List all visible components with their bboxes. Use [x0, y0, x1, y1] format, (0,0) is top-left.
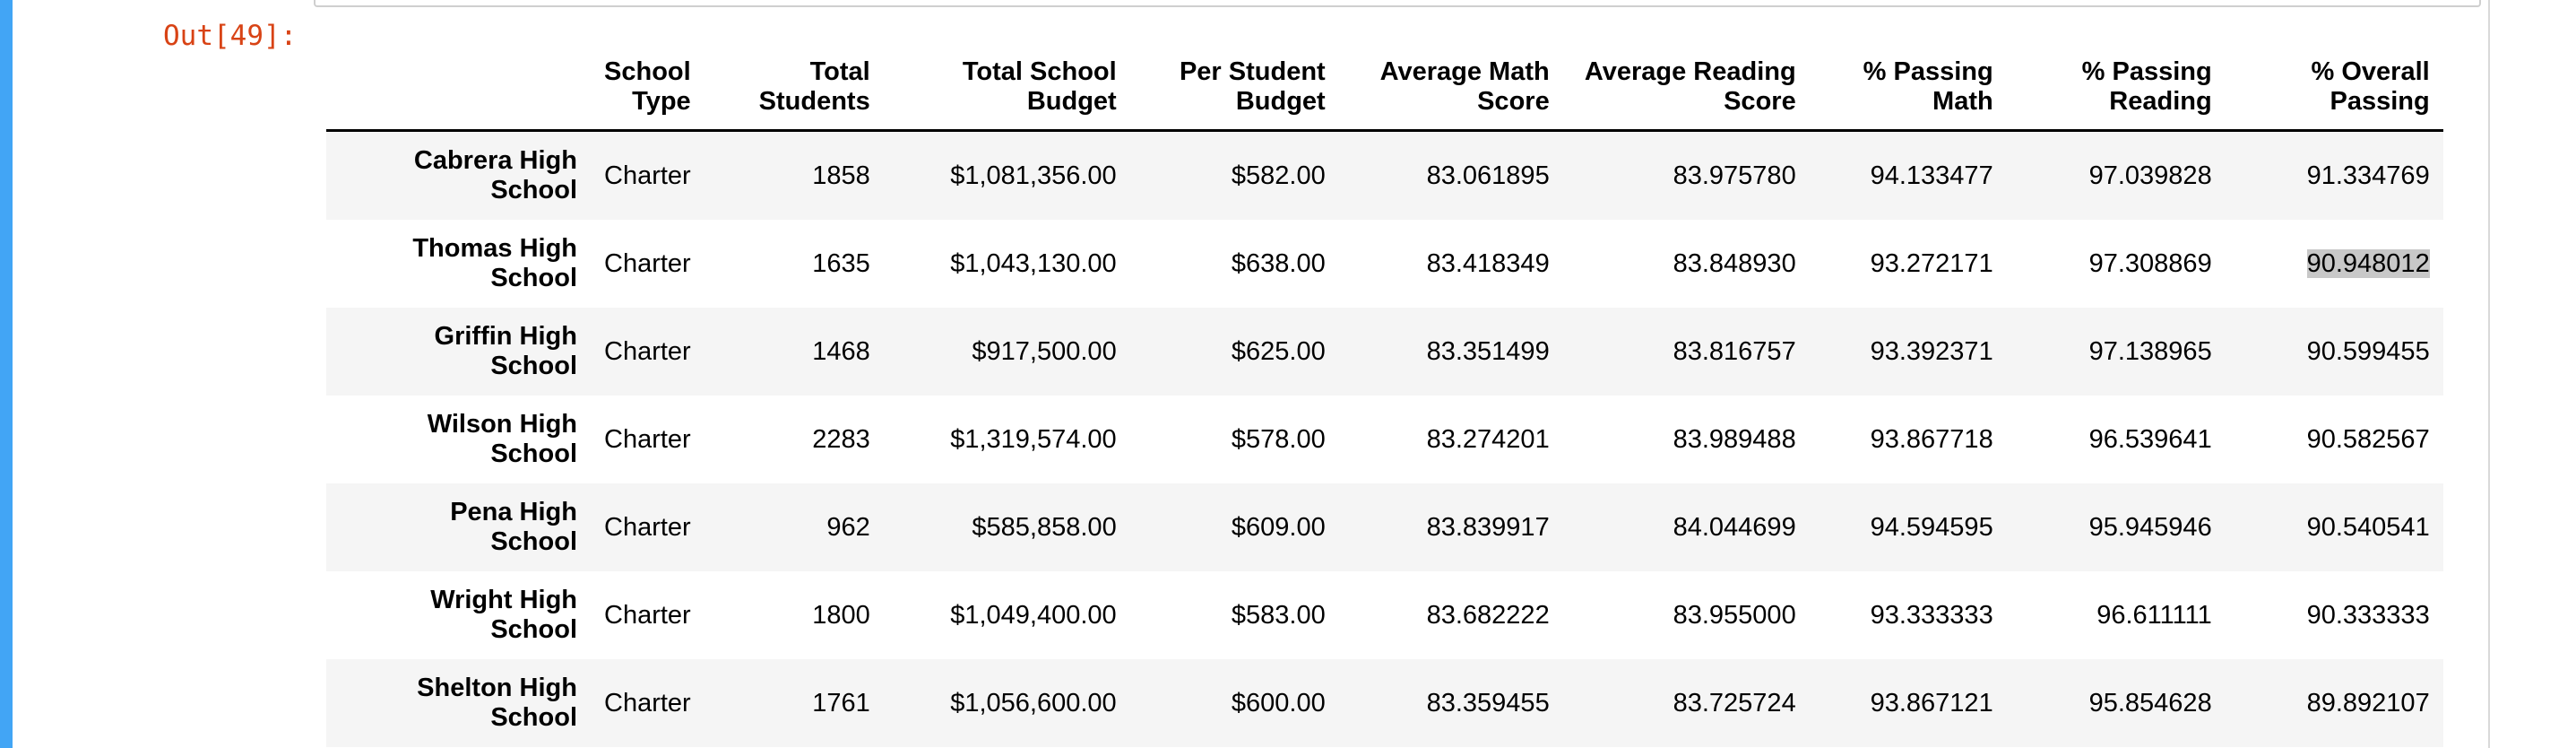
selected-text[interactable]: 90.948012 [2306, 248, 2430, 278]
cell-school-type: Charter [604, 688, 691, 718]
cell-average-math-score: 83.359455 [1426, 688, 1550, 718]
cell-pct-overall-passing: 90.540541 [2306, 512, 2430, 542]
cell-total-students: 1761 [812, 688, 870, 718]
cell-school-type: Charter [604, 336, 691, 366]
cell-pct-overall-passing: 90.599455 [2306, 336, 2430, 366]
cell-total-school-budget: $1,081,356.00 [950, 161, 1117, 190]
index-header [326, 57, 591, 132]
table-row: Pena High School Charter 962 $585,858.00 … [326, 483, 2443, 571]
cell-pct-overall-passing: 89.892107 [2306, 688, 2430, 718]
selected-cell-indicator [0, 0, 13, 748]
cell-pct-overall-passing: 91.334769 [2306, 161, 2430, 190]
cell-average-reading-score: 83.848930 [1673, 248, 1796, 278]
cell-pct-passing-reading: 96.611111 [2096, 600, 2212, 630]
cell-pct-passing-reading: 95.945946 [2088, 512, 2212, 542]
cell-pct-passing-math: 93.333333 [1870, 600, 1993, 630]
row-index-school-name: Shelton High School [417, 674, 577, 732]
header-school-type: School Type [591, 57, 705, 132]
table-row: Shelton High School Charter 1761 $1,056,6… [326, 659, 2443, 747]
cell-average-reading-score: 83.955000 [1673, 600, 1796, 630]
cell-total-students: 962 [826, 512, 870, 542]
cell-pct-passing-math: 94.133477 [1870, 161, 1993, 190]
dataframe-table: School Type Total Students Total School Bud… [326, 57, 2443, 747]
cell-pct-passing-math: 94.594595 [1870, 512, 1993, 542]
cell-per-student-budget: $578.00 [1231, 424, 1326, 454]
cell-average-math-score: 83.418349 [1426, 248, 1550, 278]
header-pct-passing-reading: % Passing Reading [2006, 57, 2226, 132]
cell-per-student-budget: $638.00 [1231, 248, 1326, 278]
table-row: Wilson High School Charter 2283 $1,319,57… [326, 396, 2443, 483]
cell-total-school-budget: $1,049,400.00 [950, 600, 1117, 630]
cell-pct-passing-reading: 96.539641 [2088, 424, 2212, 454]
header-pct-overall-passing: % Overall Passing [2225, 57, 2443, 132]
table-row: Griffin High School Charter 1468 $917,500… [326, 308, 2443, 396]
table-row: Thomas High School Charter 1635 $1,043,13… [326, 220, 2443, 308]
cell-school-type: Charter [604, 248, 691, 278]
previous-output-area [314, 0, 2481, 7]
cell-pct-passing-math: 93.867121 [1870, 688, 1993, 718]
cell-average-reading-score: 83.975780 [1673, 161, 1796, 190]
cell-pct-passing-reading: 97.308869 [2088, 248, 2212, 278]
cell-average-math-score: 83.682222 [1426, 600, 1550, 630]
cell-total-school-budget: $585,858.00 [972, 512, 1117, 542]
cell-average-reading-score: 84.044699 [1673, 512, 1796, 542]
cell-per-student-budget: $583.00 [1231, 600, 1326, 630]
table-row: Wright High School Charter 1800 $1,049,40… [326, 571, 2443, 659]
cell-pct-overall-passing: 90.582567 [2306, 424, 2430, 454]
cell-average-math-score: 83.839917 [1426, 512, 1550, 542]
cell-total-students: 2283 [812, 424, 870, 454]
row-index-school-name: Thomas High School [412, 234, 577, 292]
cell-total-students: 1635 [812, 248, 870, 278]
cell-school-type: Charter [604, 600, 691, 630]
row-index-school-name: Griffin High School [434, 322, 577, 380]
row-index-school-name: Wilson High School [427, 410, 577, 468]
row-index-school-name: Cabrera High School [413, 146, 577, 204]
cell-per-student-budget: $609.00 [1231, 512, 1326, 542]
cell-pct-passing-math: 93.867718 [1870, 424, 1993, 454]
cell-average-math-score: 83.061895 [1426, 161, 1550, 190]
cell-total-school-budget: $1,043,130.00 [950, 248, 1117, 278]
cell-pct-passing-reading: 95.854628 [2088, 688, 2212, 718]
header-average-math-score: Average Math Score [1338, 57, 1563, 132]
output-prompt: Out[49]: [163, 20, 298, 52]
cell-right-border [2488, 0, 2490, 748]
cell-total-school-budget: $917,500.00 [972, 336, 1117, 366]
cell-total-students: 1800 [812, 600, 870, 630]
cell-total-school-budget: $1,056,600.00 [950, 688, 1117, 718]
cell-total-school-budget: $1,319,574.00 [950, 424, 1117, 454]
cell-pct-overall-passing: 90.333333 [2306, 600, 2430, 630]
cell-per-student-budget: $582.00 [1231, 161, 1326, 190]
cell-school-type: Charter [604, 512, 691, 542]
cell-total-students: 1468 [812, 336, 870, 366]
header-total-students: Total Students [704, 57, 884, 132]
table-row: Cabrera High School Charter 1858 $1,081,3… [326, 130, 2443, 220]
row-index-school-name: Pena High School [450, 498, 577, 556]
cell-average-reading-score: 83.725724 [1673, 688, 1796, 718]
cell-pct-passing-math: 93.392371 [1870, 336, 1993, 366]
header-pct-passing-math: % Passing Math [1809, 57, 2007, 132]
header-total-school-budget: Total School Budget [883, 57, 1130, 132]
header-average-reading-score: Average Reading Score [1562, 57, 1810, 132]
cell-per-student-budget: $600.00 [1231, 688, 1326, 718]
cell-pct-overall-passing: 90.948012 [2226, 220, 2443, 308]
cell-total-students: 1858 [812, 161, 870, 190]
cell-pct-passing-math: 93.272171 [1870, 248, 1993, 278]
table-header-row: School Type Total Students Total School Bud… [326, 57, 2443, 132]
cell-pct-passing-reading: 97.039828 [2088, 161, 2212, 190]
cell-average-math-score: 83.351499 [1426, 336, 1550, 366]
cell-school-type: Charter [604, 161, 691, 190]
cell-average-reading-score: 83.816757 [1673, 336, 1796, 366]
cell-per-student-budget: $625.00 [1231, 336, 1326, 366]
cell-school-type: Charter [604, 424, 691, 454]
cell-pct-passing-reading: 97.138965 [2088, 336, 2212, 366]
cell-average-math-score: 83.274201 [1426, 424, 1550, 454]
cell-average-reading-score: 83.989488 [1673, 424, 1796, 454]
header-per-student-budget: Per Student Budget [1129, 57, 1339, 132]
row-index-school-name: Wright High School [430, 586, 577, 644]
